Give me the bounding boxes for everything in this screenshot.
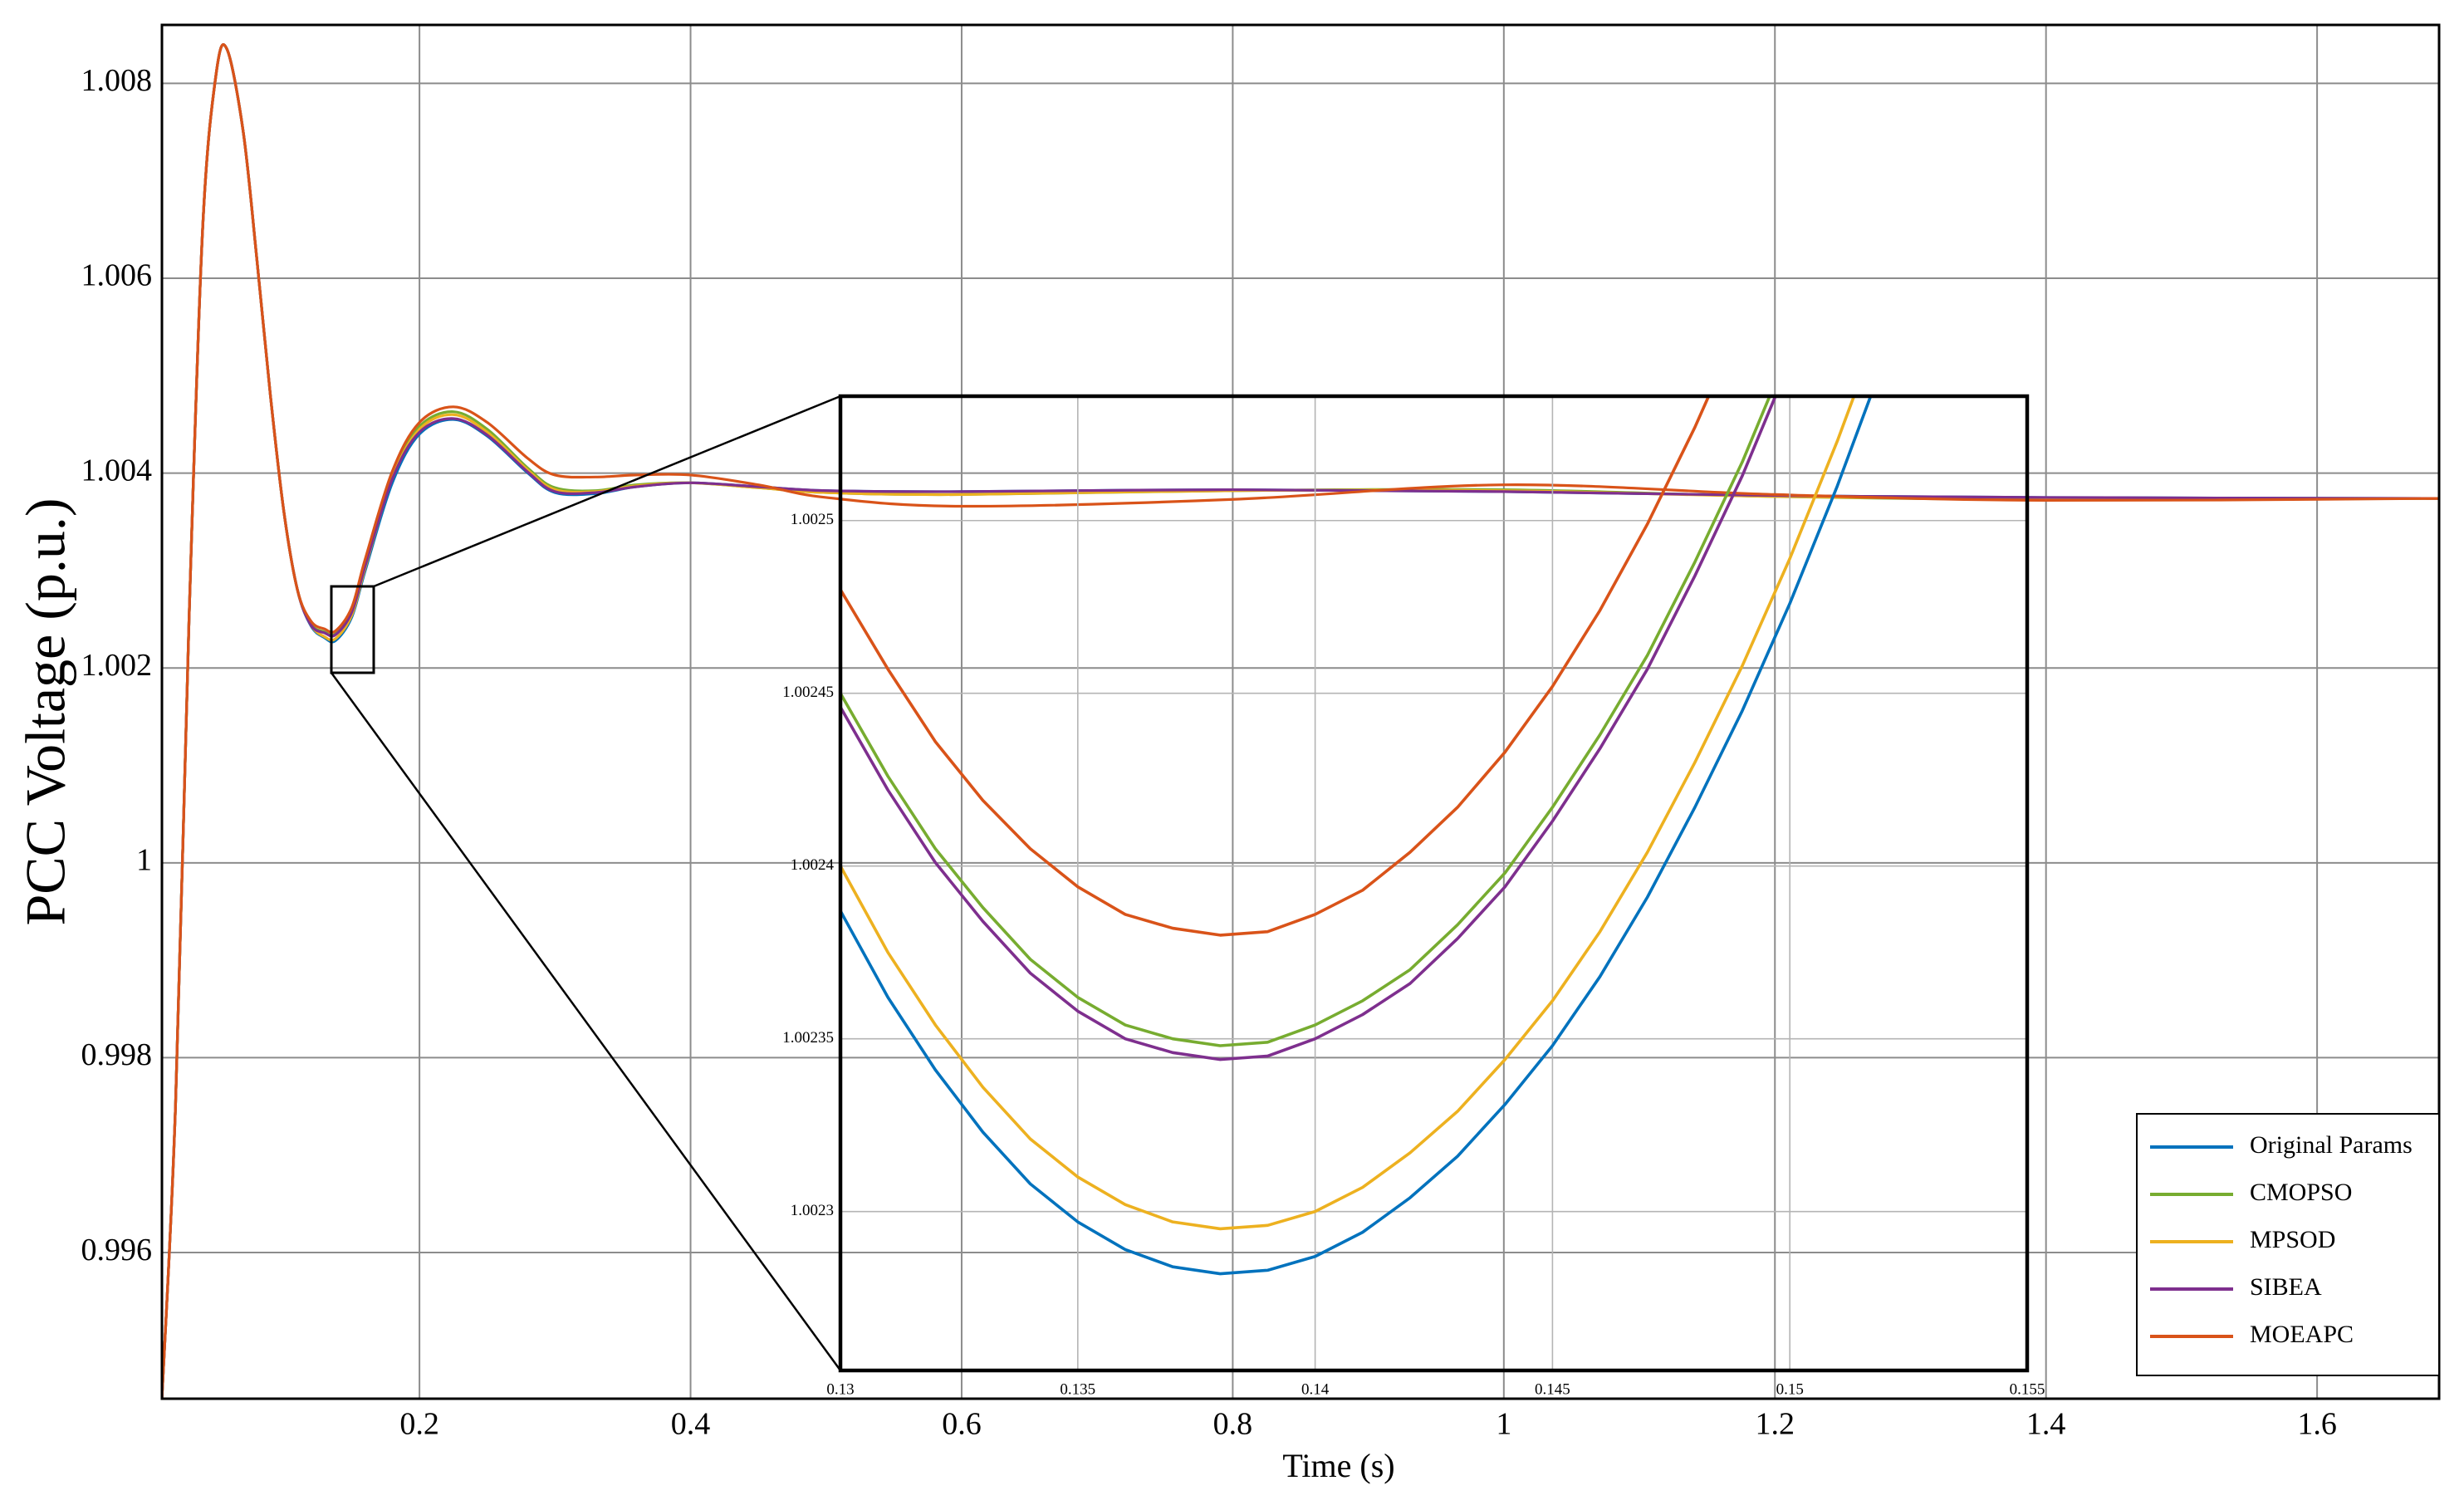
x-tick-label: 1	[1496, 1407, 1511, 1442]
y-tick-label: 1	[136, 843, 152, 878]
x-axis-label: Time (s)	[1282, 1447, 1394, 1484]
series-group	[840, 396, 1873, 1276]
y-tick-label: 1.002	[81, 648, 153, 683]
y-tick-label: 0.996	[81, 1233, 153, 1267]
chart-panel: 0.2 0.4 0.6 0.8 1 1.2 1.4 1.6 0.996 0.998 1 1.002 1.…	[81, 23, 2441, 1442]
plot-layer: 0.2 0.4 0.6 0.8 1 1.2 1.4 1.6 0.996 0.998 1 1.002 1.…	[81, 23, 2441, 1442]
y-tick-label: 1.0023	[791, 1202, 834, 1219]
x-tick-label: 0.14	[1301, 1380, 1330, 1398]
legend-box	[2136, 1113, 2440, 1376]
zoom-connector	[330, 672, 842, 1371]
legend-label: Original Params	[2250, 1131, 2413, 1159]
series-line	[840, 396, 1873, 1276]
x-tick-label: 0.135	[1060, 1380, 1095, 1398]
y-tick-label: 1.00245	[782, 684, 834, 701]
series-line	[840, 396, 1711, 937]
series-line	[840, 396, 1856, 1231]
zoom-region	[330, 585, 375, 674]
x-tick-label: 0.13	[826, 1380, 854, 1398]
x-tick-label: 0.155	[2010, 1380, 2045, 1398]
x-tick-label: 0.4	[671, 1407, 711, 1442]
plot-frame	[160, 23, 2441, 1400]
legend-label: MOEAPC	[2250, 1321, 2354, 1348]
legend: Original Params CMOPSO MPSOD SIBEA MOEAPC	[2136, 1113, 2440, 1376]
legend-label: CMOPSO	[2250, 1179, 2352, 1206]
x-tick-label: 1.6	[2297, 1407, 2337, 1442]
series-line	[840, 396, 1777, 1061]
x-tick-label: 0.15	[1776, 1380, 1804, 1398]
y-axis-label: PCC Voltage (p.u.)	[14, 498, 77, 925]
y-tick-label: 1.0025	[791, 511, 834, 528]
legend-label: MPSOD	[2250, 1226, 2335, 1253]
x-tick-label: 0.2	[399, 1407, 439, 1442]
x-tick-label: 0.8	[1213, 1407, 1253, 1442]
y-tick-label: 1.00235	[782, 1029, 834, 1047]
zoom-connector	[373, 395, 841, 588]
y-tick-label: 1.0024	[791, 856, 835, 874]
y-tick-label: 1.006	[81, 258, 153, 293]
x-tick-label: 1.2	[1756, 1407, 1795, 1442]
y-tick-label: 1.004	[81, 453, 153, 488]
series-group	[162, 43, 2439, 1399]
series-line	[162, 43, 2439, 1399]
y-tick-label: 0.998	[81, 1037, 153, 1072]
chart-panel: 0.13 0.135 0.14 0.145 0.15 0.155 1.0023 1.00235…	[782, 394, 2045, 1398]
x-tick-label: 0.6	[942, 1407, 982, 1442]
plot-frame	[838, 394, 2030, 1373]
legend-label: SIBEA	[2250, 1273, 2322, 1301]
x-tick-label: 0.145	[1535, 1380, 1570, 1398]
y-tick-label: 1.008	[81, 63, 153, 98]
x-tick-label: 1.4	[2026, 1407, 2066, 1442]
series-line	[840, 396, 1771, 1047]
